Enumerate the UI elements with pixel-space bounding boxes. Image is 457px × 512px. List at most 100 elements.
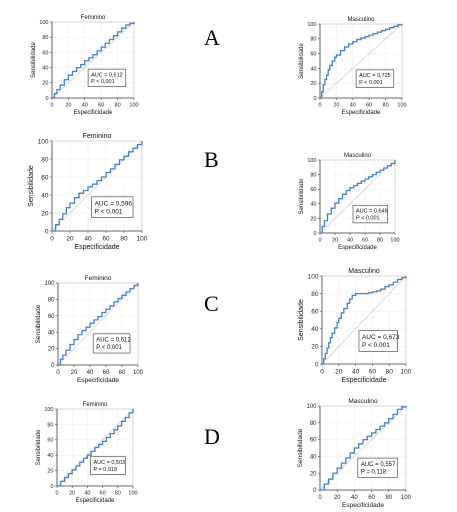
x-axis-label: Especificidade	[74, 110, 113, 116]
x-tick-label: 80	[119, 370, 126, 376]
reference-diagonal	[319, 23, 403, 99]
y-axis-label: Sensibilidade	[36, 429, 42, 465]
roc-panel-d-feminino: 00 20 20 40 40 60 60 80 80 100 100 Feminino Especifi…	[36, 402, 138, 504]
x-tick-label: 60	[98, 103, 104, 109]
y-tick-label: 20	[47, 469, 53, 475]
roc-panel-c-feminino: 00 20 20 40 40 60 60 80 80 100 100 Feminino Especifi…	[35, 275, 144, 384]
p-value: P < 0,001	[91, 79, 115, 85]
row-label-a: A	[204, 25, 220, 50]
x-tick-label: 40	[84, 491, 90, 497]
y-tick-label: 0	[313, 231, 316, 237]
roc-curve	[58, 283, 139, 366]
auc-box	[87, 68, 127, 88]
auc-box	[352, 204, 388, 224]
y-tick-label: 80	[310, 173, 316, 179]
y-tick-label: 80	[47, 422, 53, 428]
y-tick-label: 40	[310, 202, 316, 208]
x-tick-label: 80	[120, 236, 128, 243]
roc-curve	[320, 24, 403, 99]
y-tick-label: 0	[45, 228, 49, 235]
y-tick-label: 60	[311, 308, 319, 315]
y-tick-label: 100	[38, 138, 49, 145]
x-tick-label: 80	[386, 369, 394, 376]
chart-title: Feminino	[83, 402, 108, 408]
y-tick-label: 20	[310, 216, 316, 222]
y-tick-label: 80	[310, 37, 316, 43]
y-axis-label: Sensibilidade	[35, 304, 42, 343]
y-tick-label: 60	[310, 438, 317, 444]
y-tick-label: 80	[42, 35, 48, 41]
y-tick-label: 100	[44, 281, 55, 287]
y-tick-label: 40	[310, 455, 317, 461]
chart-title: Feminino	[81, 15, 106, 21]
x-tick-label: 20	[65, 103, 71, 109]
chart-title: Masculino	[348, 398, 378, 405]
y-tick-label: 0	[315, 361, 319, 368]
y-tick-label: 80	[310, 421, 317, 427]
auc-value: AUC = 0,612	[91, 72, 123, 78]
roc-panel-d-masculino: 00 20 20 40 40 60 60 80 80 100 100 Masculino Especif…	[297, 398, 412, 509]
x-axis-label: Especificidade	[74, 244, 119, 251]
y-axis-label: Sensibilidade	[31, 41, 37, 77]
reference-diagonal	[51, 21, 135, 99]
x-tick-label: 0	[50, 103, 53, 109]
y-tick-label: 40	[48, 330, 55, 336]
y-tick-label: 60	[310, 52, 316, 58]
roc-curve	[322, 276, 407, 365]
y-tick-label: 0	[313, 96, 316, 102]
y-axis-label: Sensibilidade	[297, 428, 304, 467]
y-tick-label: 40	[42, 66, 48, 72]
y-tick-label: 60	[41, 174, 49, 181]
x-tick-label: 20	[334, 495, 341, 501]
p-value: P < 0,001	[362, 342, 390, 349]
x-axis-label: Especificidade	[338, 245, 377, 251]
x-tick-label: 60	[366, 103, 372, 109]
x-tick-label: 40	[351, 495, 358, 501]
auc-box	[92, 333, 131, 354]
y-tick-label: 0	[313, 488, 317, 494]
y-tick-label: 0	[50, 484, 53, 490]
y-tick-label: 100	[308, 273, 319, 280]
roc-panel-a-masculino: 00 20 20 40 40 60 60 80 80 100 100 Masculino Especif…	[299, 17, 407, 116]
x-tick-label: 60	[368, 495, 375, 501]
x-tick-label: 40	[350, 103, 356, 109]
x-tick-label: 0	[56, 370, 60, 376]
roc-curve	[57, 409, 134, 487]
row-label-d: D	[204, 424, 220, 449]
x-tick-label: 80	[383, 103, 389, 109]
x-tick-label: 0	[320, 369, 324, 376]
y-tick-label: 100	[44, 407, 53, 413]
x-tick-label: 40	[347, 238, 353, 244]
x-tick-label: 60	[102, 236, 110, 243]
x-tick-label: 100	[390, 238, 399, 244]
x-axis-label: Especificidade	[76, 498, 115, 504]
y-tick-label: 60	[42, 50, 48, 56]
y-tick-label: 40	[41, 192, 49, 199]
x-tick-label: 20	[66, 236, 74, 243]
x-tick-label: 60	[369, 369, 377, 376]
row-label-c: C	[204, 291, 219, 316]
y-axis-label: Sensibilidade	[28, 165, 35, 207]
auc-box	[90, 456, 126, 475]
x-tick-label: 0	[318, 495, 322, 501]
roc-curve	[52, 22, 135, 99]
y-tick-label: 60	[47, 438, 53, 444]
x-tick-label: 80	[115, 491, 121, 497]
chart-title: Masculino	[348, 268, 380, 275]
auc-box	[355, 69, 395, 88]
y-tick-label: 40	[47, 453, 53, 459]
y-tick-label: 60	[48, 314, 55, 320]
x-tick-label: 40	[82, 103, 88, 109]
roc-panel-a-feminino: 00 20 20 40 40 60 60 80 80 100 100 Feminino Especifi…	[31, 15, 139, 116]
x-tick-label: 0	[55, 491, 58, 497]
auc-box	[357, 457, 398, 478]
y-tick-label: 0	[45, 96, 48, 102]
x-tick-label: 60	[362, 238, 368, 244]
chart-title: Feminino	[83, 133, 112, 140]
y-tick-label: 20	[310, 81, 316, 87]
x-tick-label: 20	[69, 491, 75, 497]
chart-title: Masculino	[344, 153, 372, 159]
auc-value: AUC = 0,612	[96, 338, 131, 344]
p-value: P < 0,001	[96, 345, 122, 351]
